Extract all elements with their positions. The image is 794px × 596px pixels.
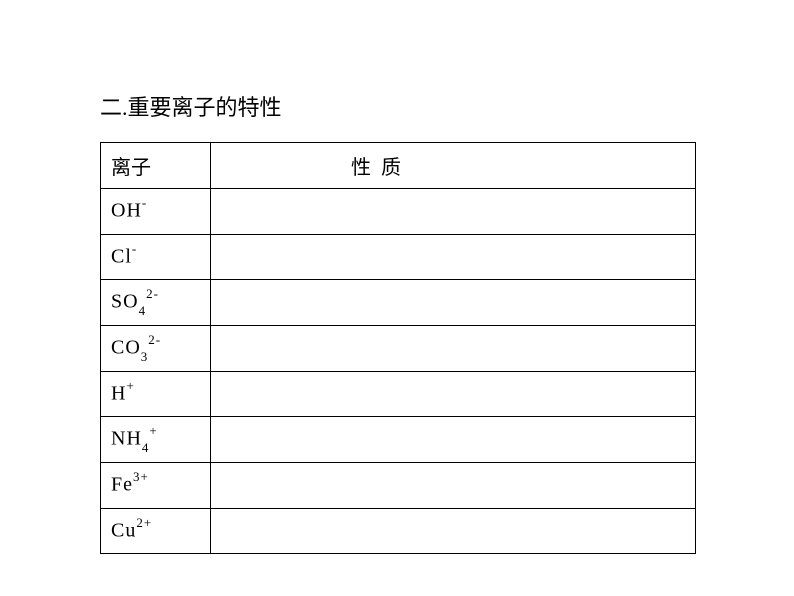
property-cell (211, 417, 696, 463)
property-cell (211, 189, 696, 235)
table-row: Cl- (101, 234, 696, 280)
table-row: Fe3+ (101, 462, 696, 508)
property-cell (211, 371, 696, 417)
ion-properties-table: 离子 性质 OH- Cl- SO42- CO32- H+ NH4+ Fe3+ (100, 142, 696, 554)
property-cell (211, 325, 696, 371)
ion-cell: SO42- (101, 280, 211, 326)
ion-cell: NH4+ (101, 417, 211, 463)
property-cell (211, 462, 696, 508)
table-row: Cu2+ (101, 508, 696, 554)
ion-cell: CO32- (101, 325, 211, 371)
table-header-row: 离子 性质 (101, 143, 696, 189)
table-row: H+ (101, 371, 696, 417)
property-cell (211, 280, 696, 326)
ion-cell: Cu2+ (101, 508, 211, 554)
ion-cell: Fe3+ (101, 462, 211, 508)
header-ion: 离子 (101, 143, 211, 189)
table-row: CO32- (101, 325, 696, 371)
section-heading: 二.重要离子的特性 (100, 90, 700, 122)
property-cell (211, 508, 696, 554)
ion-cell: H+ (101, 371, 211, 417)
table-row: SO42- (101, 280, 696, 326)
ion-cell: Cl- (101, 234, 211, 280)
ion-cell: OH- (101, 189, 211, 235)
header-property: 性质 (211, 143, 696, 189)
content-area: 二.重要离子的特性 离子 性质 OH- Cl- SO42- CO32- H+ N… (100, 90, 700, 554)
table-row: OH- (101, 189, 696, 235)
table-row: NH4+ (101, 417, 696, 463)
property-cell (211, 234, 696, 280)
